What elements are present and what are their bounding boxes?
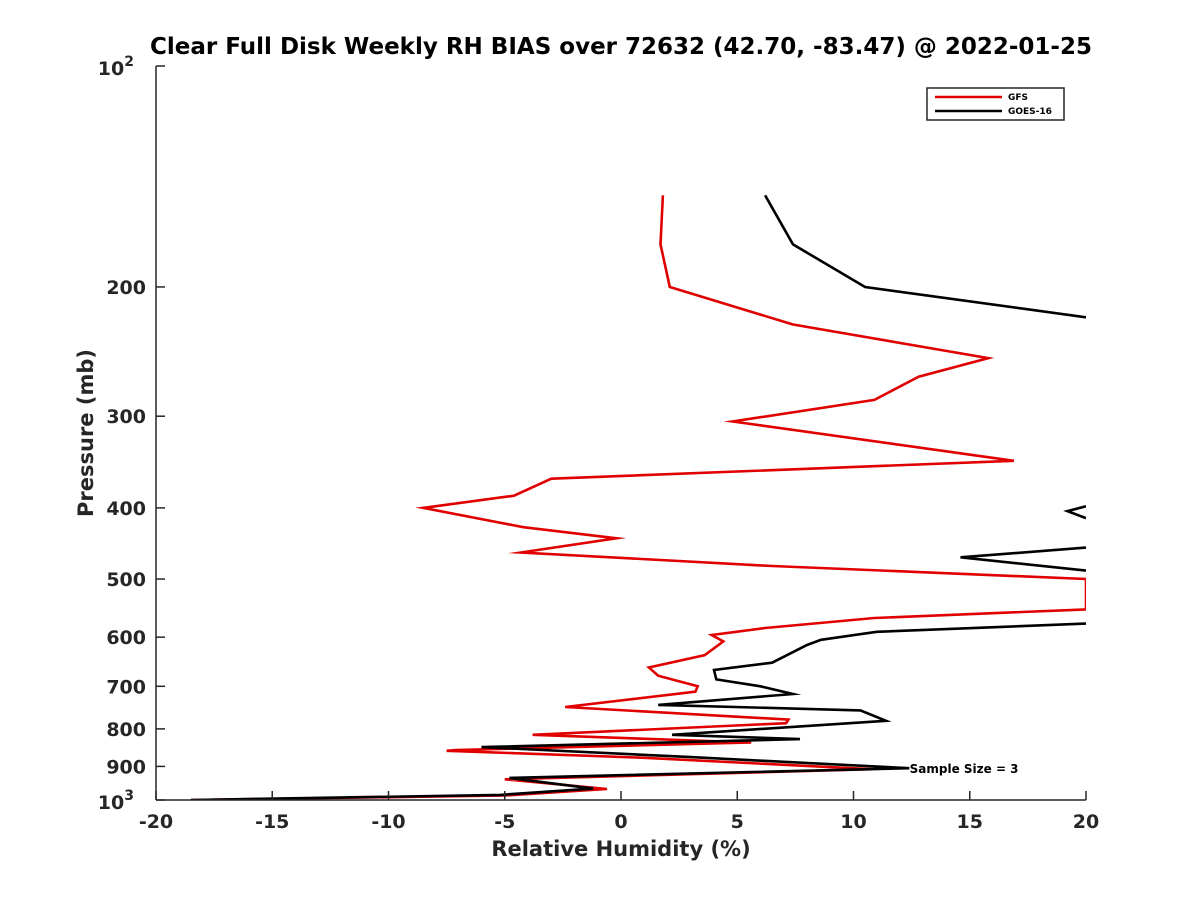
y-tick-exponent: 2 (124, 54, 134, 70)
y-tick-label: 800 (106, 719, 146, 741)
chart-title: Clear Full Disk Weekly RH BIAS over 7263… (150, 34, 1092, 60)
x-tick-label: 10 (840, 811, 866, 833)
y-tick-base: 10 (98, 58, 124, 80)
y-tick-exponent: 3 (124, 788, 134, 804)
legend: GFS GOES-16 (926, 87, 1065, 121)
x-tick-label: 0 (614, 811, 627, 833)
y-tick-label: 700 (106, 676, 146, 698)
series-line-goes16 (960, 546, 1086, 572)
series-line-goes16 (1063, 505, 1086, 520)
legend-label-goes16: GOES-16 (1008, 107, 1052, 117)
series-line-gfs (190, 195, 1086, 800)
series-layer (190, 194, 1086, 800)
series-line-goes16 (763, 194, 1086, 319)
y-tick-base: 10 (98, 792, 124, 814)
x-tick-label: 5 (731, 811, 744, 833)
x-tick-label: 20 (1073, 811, 1099, 833)
y-tick-label: 900 (106, 756, 146, 778)
x-tick-label: -20 (139, 811, 173, 833)
legend-box (926, 87, 1065, 121)
axes (155, 66, 1086, 801)
legend-label-gfs: GFS (1008, 93, 1028, 103)
y-tick-label: 300 (106, 406, 146, 428)
series-line-goes16 (190, 622, 1086, 800)
y-tick-label-power: 102 (98, 54, 134, 80)
x-tick-label: -10 (371, 811, 405, 833)
x-ticks: -20 -15 -10 -5 0 5 10 15 20 (139, 791, 1099, 833)
y-tick-label: 500 (106, 569, 146, 591)
x-tick-label: 15 (957, 811, 983, 833)
y-tick-label: 600 (106, 627, 146, 649)
x-tick-label: -5 (494, 811, 515, 833)
x-axis-label: Relative Humidity (%) (491, 837, 750, 861)
y-tick-label-power: 103 (98, 788, 134, 814)
x-tick-label: -15 (255, 811, 289, 833)
y-tick-label: 400 (106, 498, 146, 520)
sample-size-annotation: Sample Size = 3 (910, 762, 1019, 776)
y-axis-label: Pressure (mb) (74, 349, 98, 517)
y-tick-label: 200 (106, 277, 146, 299)
